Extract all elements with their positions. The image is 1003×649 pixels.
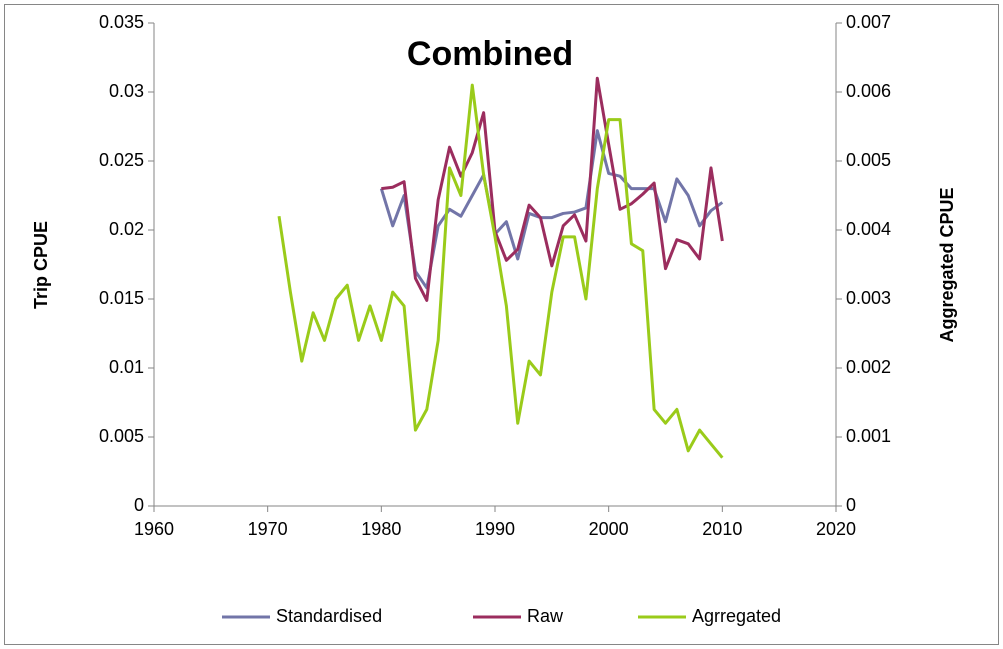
x-tick-label: 1990: [475, 519, 515, 539]
x-tick-label: 1970: [248, 519, 288, 539]
y-tick-label: 0.03: [109, 81, 144, 101]
x-tick-label: 2010: [702, 519, 742, 539]
series-line: [381, 76, 724, 302]
y-tick-label: 0.005: [99, 426, 144, 446]
y2-tick-label: 0.005: [846, 150, 891, 170]
y-tick-label: 0.015: [99, 288, 144, 308]
legend-label: Raw: [527, 606, 564, 626]
legend-label: Standardised: [276, 606, 382, 626]
y-tick-label: 0.035: [99, 12, 144, 32]
x-tick-label: 2020: [816, 519, 856, 539]
y2-tick-label: 0.003: [846, 288, 891, 308]
y-tick-label: 0: [134, 495, 144, 515]
y2-tick-label: 0.001: [846, 426, 891, 446]
series-line: [379, 129, 724, 290]
chart-title: Combined: [407, 35, 573, 73]
x-tick-label: 1980: [361, 519, 401, 539]
x-tick-label: 1960: [134, 519, 174, 539]
y-tick-label: 0.02: [109, 219, 144, 239]
y2-tick-label: 0: [846, 495, 856, 515]
y-tick-label: 0.01: [109, 357, 144, 377]
y-tick-label: 0.025: [99, 150, 144, 170]
series-line: [277, 83, 724, 459]
y2-axis-label: Aggregated CPUE: [937, 187, 957, 342]
y2-tick-label: 0.002: [846, 357, 891, 377]
y2-tick-label: 0.006: [846, 81, 891, 101]
chart-frame: [4, 4, 999, 645]
legend-label: Agrregated: [692, 606, 781, 626]
y2-tick-label: 0.007: [846, 12, 891, 32]
y2-tick-label: 0.004: [846, 219, 891, 239]
x-tick-label: 2000: [589, 519, 629, 539]
y-axis-label: Trip CPUE: [31, 221, 51, 309]
